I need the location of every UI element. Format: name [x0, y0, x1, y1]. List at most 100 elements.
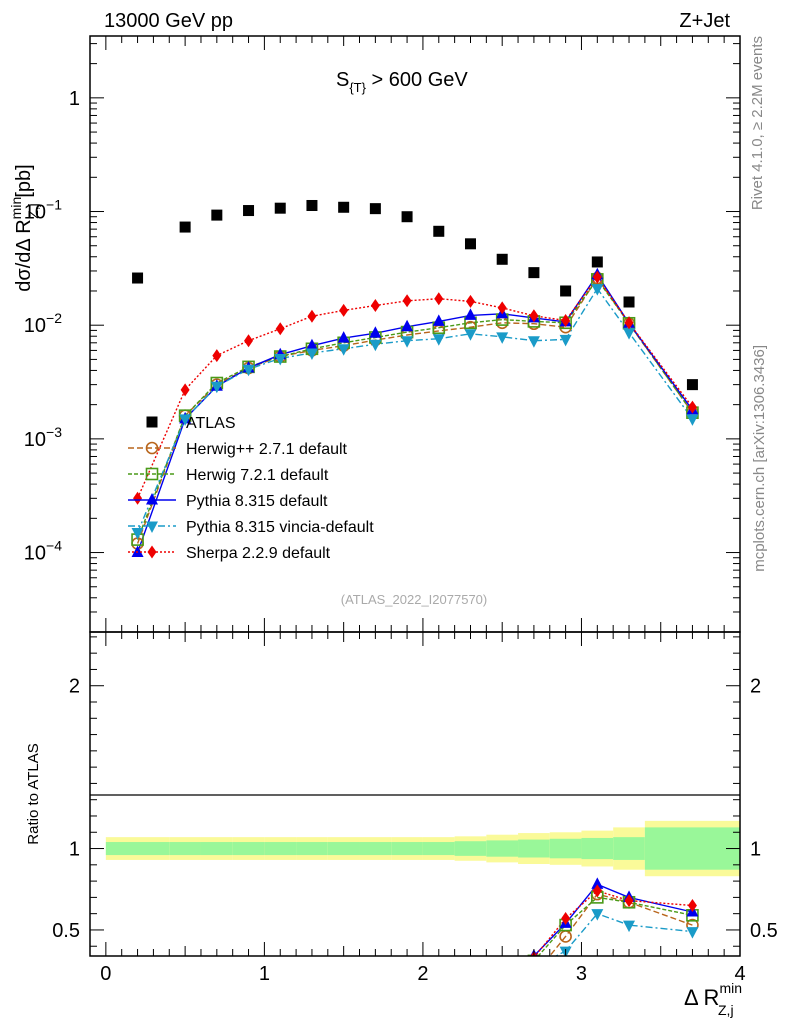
plot-title-sub: {T}	[349, 80, 366, 95]
ratio-band-inner	[169, 842, 201, 856]
x-tick-label: 4	[734, 963, 745, 985]
atlas-point	[401, 211, 413, 223]
atlas-point	[132, 272, 144, 284]
vincia-point	[179, 414, 192, 426]
vincia-point	[527, 336, 540, 348]
sherpa-point	[244, 334, 254, 348]
ratio-band-inner	[200, 842, 233, 856]
vincia-point	[401, 336, 414, 348]
legend-label-pythia: Pythia 8.315 default	[186, 493, 328, 510]
legend-label-atlas: ATLAS	[186, 415, 236, 432]
vincia-point	[686, 414, 699, 426]
vincia-point	[559, 334, 572, 347]
atlas-point	[338, 201, 350, 213]
vincia-point	[131, 528, 144, 540]
pythia-line	[136, 273, 693, 553]
ratio-axes: 0.5 0.5 1 1 2 2 0 1 2 3 4	[52, 632, 778, 985]
atlas-point	[686, 379, 698, 391]
ratio-vincia-point	[591, 909, 604, 921]
ratio-sherpa-line	[534, 890, 693, 956]
ratio-ytick-label-right: 0.5	[750, 920, 778, 942]
vincia-point	[496, 332, 509, 344]
legend-label-vincia: Pythia 8.315 vincia-default	[186, 519, 374, 536]
ratio-band-inner	[454, 841, 487, 856]
legend-marker-herwig7	[145, 467, 159, 481]
legend-marker-atlas	[146, 416, 158, 428]
vincia-point	[274, 353, 287, 366]
pythia-point	[432, 314, 445, 326]
sherpa-point	[529, 309, 539, 323]
vincia-point	[432, 334, 445, 346]
plot-title: S{T} > 600 GeV	[336, 69, 468, 95]
ratio-band-inner	[518, 839, 550, 858]
ratio-band-inner	[644, 827, 740, 870]
vincia-point	[464, 329, 477, 341]
ratio-series-markers	[527, 877, 699, 981]
ratio-vincia-line	[554, 912, 693, 956]
sherpa-point	[180, 383, 190, 397]
pythia-point	[337, 331, 350, 343]
atlas-point	[306, 199, 318, 211]
vincia-point	[623, 328, 636, 340]
x-axis-label-main: Δ R	[684, 985, 719, 1010]
x-axis-label: Δ Rmin Z,j	[684, 980, 742, 1018]
ratio-band-inner	[296, 842, 328, 856]
atlas-point	[496, 253, 508, 265]
main-series-markers	[131, 199, 699, 558]
ratio-ytick-label-right: 2	[750, 676, 761, 698]
atlas-point	[274, 202, 286, 214]
sherpa-point	[402, 294, 412, 308]
main-axes: 10−4 10−3 10−2 10−1 1	[24, 36, 741, 633]
ratio-sherpa-point	[687, 899, 697, 913]
main-series-lines	[136, 273, 693, 553]
ratio-ytick-label-right: 1	[750, 839, 761, 861]
header-right: Z+Jet	[679, 10, 730, 32]
main-ytick-label: 10−1	[24, 197, 62, 224]
vincia-point	[591, 284, 604, 296]
pythia-point	[131, 545, 144, 558]
ratio-band-inner	[613, 837, 645, 860]
rivet-label: Rivet 4.1.0, ≥ 2.2M events	[749, 36, 766, 210]
ratio-band-inner	[264, 842, 297, 856]
ratio-uncertainty-bands	[105, 820, 740, 877]
legend-label-herwigpp: Herwig++ 2.7.1 default	[186, 441, 348, 458]
main-ytick-label: 10−3	[24, 424, 62, 451]
main-panel-frame	[89, 35, 741, 633]
ratio-band-inner	[232, 842, 265, 856]
atlas-point	[464, 238, 476, 250]
ratio-ytick-label-left: 0.5	[52, 920, 80, 942]
pythia-point	[464, 308, 477, 320]
ratio-pythia-point	[591, 877, 604, 889]
ratio-band-inner	[327, 842, 360, 856]
ratio-band-inner	[105, 842, 170, 856]
ratio-band-inner	[391, 842, 423, 856]
sherpa-point	[592, 270, 602, 284]
x-tick-label: 0	[100, 963, 111, 985]
ratio-herwig7-line	[537, 896, 693, 956]
x-tick-label: 3	[576, 963, 587, 985]
x-axis-label-sub: Z,j	[718, 1002, 734, 1018]
mcplots-label: mcplots.cern.ch [arXiv:1306.3436]	[751, 345, 768, 572]
ratio-band-inner	[581, 837, 614, 860]
ratio-herwigpp-point	[528, 970, 539, 981]
main-ytick-label: 1	[69, 88, 80, 110]
herwigpp-line	[136, 276, 693, 544]
ratio-panel-frame	[89, 631, 741, 957]
atlas-point	[369, 203, 381, 215]
herwig7-line	[136, 278, 693, 540]
ratio-vincia-point	[623, 920, 636, 933]
legend: ATLAS Herwig++ 2.7.1 default Herwig 7.2.1 …	[128, 415, 374, 562]
ratio-sherpa-point	[561, 912, 571, 926]
sherpa-point	[275, 322, 285, 336]
ratio-band-inner	[486, 840, 519, 857]
atlas-point	[528, 267, 540, 279]
legend-marker-vincia	[146, 521, 158, 533]
sherpa-point	[434, 292, 444, 306]
sherpa-point	[307, 309, 317, 323]
ratio-sherpa-point	[624, 894, 634, 908]
ratio-band-inner	[359, 842, 392, 856]
atlas-point	[623, 296, 635, 308]
atlas-point	[591, 256, 603, 268]
x-axis-label-sup: min	[719, 980, 742, 996]
